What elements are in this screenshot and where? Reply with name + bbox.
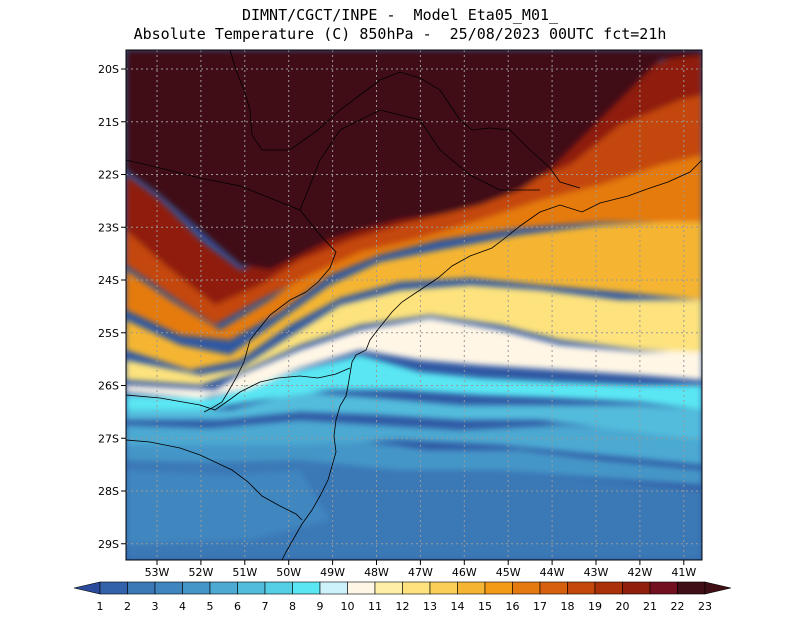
- lat-label: 29S: [98, 538, 119, 551]
- colorbar-swatch: [429, 581, 458, 595]
- chart-title-line1: DIMNT/CGCT/INPE - Model Eta05_M01_: [241, 6, 559, 24]
- colorbar-swatch: [402, 581, 431, 595]
- colorbar-swatch: [374, 581, 403, 595]
- lon-label: 48W: [364, 566, 389, 579]
- colorbar-label: 23: [698, 600, 712, 613]
- colorbar-label: 4: [179, 600, 186, 613]
- lon-label: 49W: [320, 566, 345, 579]
- colorbar-swatch: [622, 581, 651, 595]
- colorbar-swatch: [264, 581, 293, 595]
- lat-label: 22S: [98, 169, 119, 182]
- colorbar-label: 19: [588, 600, 602, 613]
- lat-label: 26S: [98, 380, 119, 393]
- colorbar-label: 16: [506, 600, 520, 613]
- lon-label: 51W: [232, 566, 257, 579]
- colorbar-swatch: [649, 581, 678, 595]
- map-frame: [125, 49, 703, 561]
- colorbar-swatch: [127, 581, 156, 595]
- colorbar-labels: 1 2 3 4 5 6 7 8 9 10 11 12 13 14 15 16 17 18 19 20 21 22 23: [97, 600, 713, 613]
- colorbar-label: 1: [97, 600, 104, 613]
- state-border-southern: [125, 367, 351, 411]
- lat-lon-grid: [121, 50, 702, 565]
- colorbar-swatch: [567, 581, 596, 595]
- coastline-and-borders: [125, 49, 703, 561]
- colorbar-label: 3: [152, 600, 159, 613]
- colorbar-label: 21: [643, 600, 657, 613]
- colorbar-swatch: [512, 581, 541, 595]
- colorbar-swatch: [594, 581, 623, 595]
- colorbar-swatch: [319, 581, 348, 595]
- colorbar-label: 11: [368, 600, 382, 613]
- lon-label: 52W: [188, 566, 213, 579]
- chart-title-line2: Absolute Temperature (C) 850hPa - 25/08/…: [133, 25, 667, 43]
- colorbar-label: 8: [289, 600, 296, 613]
- colorbar-label: 13: [423, 600, 437, 613]
- minas-border: [229, 49, 581, 189]
- state-border-rs-sc: [125, 439, 303, 521]
- colorbar-label: 15: [478, 600, 492, 613]
- colorbar-swatch: [677, 581, 706, 595]
- state-border-parana: [203, 291, 307, 413]
- colorbar-swatch: [209, 581, 238, 595]
- colorbar-arrow-left: [73, 581, 101, 595]
- lat-label: 23S: [98, 221, 119, 234]
- colorbar-swatch: [457, 581, 486, 595]
- lat-label: 21S: [98, 116, 119, 129]
- colorbar-label: 12: [396, 600, 410, 613]
- colorbar-label: 18: [561, 600, 575, 613]
- colorbar-swatch: [99, 581, 128, 595]
- colorbar-label: 17: [533, 600, 547, 613]
- colorbar-swatch: [154, 581, 183, 595]
- colorbar-swatch: [292, 581, 321, 595]
- lon-label: 41W: [671, 566, 696, 579]
- colorbar-label: 7: [262, 600, 269, 613]
- lat-label: 28S: [98, 485, 119, 498]
- lon-label: 46W: [452, 566, 477, 579]
- colorbar-label: 10: [341, 600, 355, 613]
- lon-label: 50W: [276, 566, 301, 579]
- colorbar-swatch: [182, 581, 211, 595]
- colorbar-arrow-right: [704, 581, 732, 595]
- colorbar-label: 9: [317, 600, 324, 613]
- coastline: [281, 159, 703, 561]
- colorbar-swatch: [347, 581, 376, 595]
- lon-label: 53W: [145, 566, 170, 579]
- colorbar-label: 2: [124, 600, 131, 613]
- lat-label: 20S: [98, 63, 119, 76]
- colorbar-label: 6: [234, 600, 241, 613]
- lon-label: 43W: [584, 566, 609, 579]
- colorbar-label: 20: [616, 600, 630, 613]
- longitude-labels: 53W 52W 51W 50W 49W 48W 47W 46W 45W 44W 43W 42W 41W: [145, 566, 697, 579]
- colorbar: [73, 581, 732, 595]
- colorbar-swatch: [539, 581, 568, 595]
- colorbar-label: 5: [207, 600, 214, 613]
- lon-label: 42W: [627, 566, 652, 579]
- lon-label: 47W: [408, 566, 433, 579]
- colorbar-swatch: [484, 581, 513, 595]
- lon-label: 45W: [496, 566, 521, 579]
- lat-label: 25S: [98, 327, 119, 340]
- temperature-field: [126, 50, 702, 560]
- colorbar-label: 14: [451, 600, 465, 613]
- lat-label: 27S: [98, 432, 119, 445]
- colorbar-swatch: [237, 581, 266, 595]
- lat-label: 24S: [98, 274, 119, 287]
- state-border-north: [125, 109, 540, 293]
- colorbar-label: 22: [671, 600, 685, 613]
- latitude-labels: 20S 21S 22S 23S 24S 25S 26S 27S 28S 29S: [98, 63, 119, 551]
- lon-label: 44W: [540, 566, 565, 579]
